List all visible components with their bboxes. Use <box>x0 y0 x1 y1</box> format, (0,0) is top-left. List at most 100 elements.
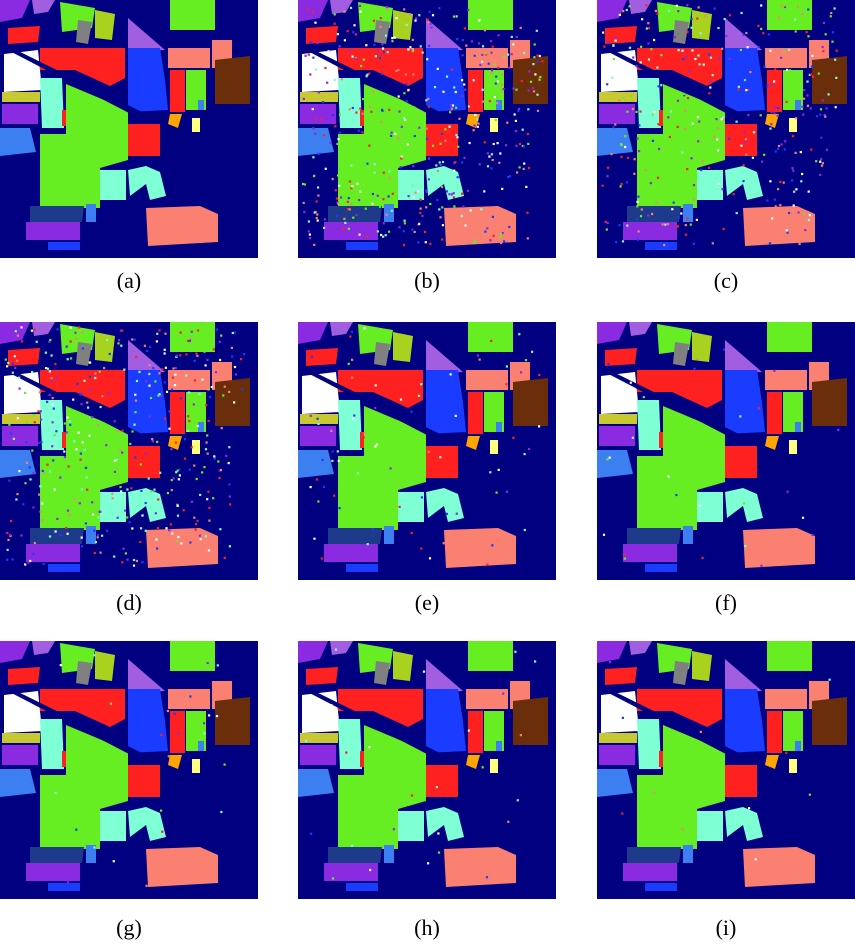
noise-pixel <box>536 60 539 63</box>
noise-pixel <box>536 54 539 57</box>
noise-pixel <box>515 130 518 133</box>
noise-pixel <box>149 396 153 400</box>
region-extra-darkblue <box>627 528 681 544</box>
region-soybean-mintill-green <box>767 0 812 30</box>
noise-pixel <box>792 204 795 207</box>
noise-pixel <box>639 110 642 113</box>
noise-pixel <box>816 115 819 118</box>
region-alfalfa-purple <box>298 0 328 22</box>
region-corn-notill-red <box>426 446 458 478</box>
noise-pixel <box>326 77 329 80</box>
noise-pixel <box>622 10 625 13</box>
region-soybean-mintill-green <box>468 0 513 30</box>
noise-pixel <box>32 471 35 474</box>
region-corn-notill-red <box>426 765 458 797</box>
noise-pixel <box>788 69 791 72</box>
noise-pixel <box>173 384 177 387</box>
noise-pixel <box>347 227 350 230</box>
noise-pixel <box>404 118 407 122</box>
noise-pixel <box>472 129 475 132</box>
noise-pixel <box>216 664 219 667</box>
noise-pixel <box>228 483 231 486</box>
noise-pixel <box>490 153 493 156</box>
noise-pixel <box>612 126 615 129</box>
region-corn-notill-red <box>468 70 483 112</box>
noise-pixel <box>156 440 159 443</box>
noise-pixel <box>722 227 725 230</box>
noise-pixel <box>217 460 220 463</box>
noise-pixel <box>350 481 353 485</box>
noise-pixel <box>355 111 358 114</box>
noise-pixel <box>466 189 469 192</box>
region-soybean-clean-cyan <box>100 811 126 841</box>
noise-pixel <box>737 85 740 88</box>
noise-pixel <box>514 650 517 653</box>
noise-pixel <box>157 526 160 529</box>
noise-pixel <box>435 164 438 167</box>
noise-pixel <box>204 364 207 367</box>
noise-pixel <box>333 494 336 497</box>
caption-d: (d) <box>116 590 142 615</box>
noise-pixel <box>322 101 325 104</box>
noise-pixel <box>806 80 809 83</box>
noise-pixel <box>223 556 226 559</box>
noise-pixel <box>440 132 443 135</box>
noise-pixel <box>525 185 528 188</box>
noise-pixel <box>28 466 31 469</box>
noise-pixel <box>213 457 216 460</box>
region-corn-notill-red <box>306 26 338 44</box>
noise-pixel <box>397 137 400 140</box>
noise-pixel <box>835 76 838 79</box>
region-corn-yellow <box>300 733 338 743</box>
region-extra-yellow <box>789 118 797 132</box>
noise-pixel <box>505 144 508 147</box>
noise-pixel <box>316 213 319 216</box>
classification-map-g <box>0 641 258 899</box>
noise-pixel <box>445 75 449 78</box>
noise-pixel <box>168 427 171 430</box>
noise-pixel <box>336 33 339 36</box>
noise-pixel <box>461 79 464 82</box>
noise-pixel <box>391 40 394 43</box>
noise-pixel <box>635 218 638 221</box>
region-corn-notill-red <box>767 392 782 434</box>
noise-pixel <box>631 436 634 439</box>
noise-pixel <box>178 468 181 471</box>
noise-pixel <box>333 78 336 82</box>
region-corn-notill-red <box>637 370 722 408</box>
noise-pixel <box>792 135 795 138</box>
noise-pixel <box>192 529 195 532</box>
noise-pixel <box>743 502 746 505</box>
noise-pixel <box>746 46 749 49</box>
noise-pixel <box>331 178 334 181</box>
noise-pixel <box>176 540 179 543</box>
diagonal-road <box>0 685 150 765</box>
noise-pixel <box>148 461 151 464</box>
noise-pixel <box>690 157 693 160</box>
noise-pixel <box>760 4 763 7</box>
noise-pixel <box>449 103 452 106</box>
noise-pixel <box>229 503 232 506</box>
noise-pixel <box>428 557 432 560</box>
noise-pixel <box>821 99 824 102</box>
noise-pixel <box>397 95 400 98</box>
noise-pixel <box>337 202 340 205</box>
noise-pixel <box>422 670 426 673</box>
noise-pixel <box>65 526 68 530</box>
noise-pixel <box>420 547 423 550</box>
noise-pixel <box>461 161 464 164</box>
noise-pixel <box>804 229 807 232</box>
region-soybean-clean-cyan <box>398 811 424 841</box>
noise-pixel <box>808 793 811 796</box>
noise-pixel <box>711 242 714 245</box>
noise-pixel <box>51 397 54 400</box>
noise-pixel <box>527 89 530 92</box>
region-oats-gray <box>673 342 689 366</box>
noise-pixel <box>538 78 541 81</box>
noise-pixel <box>8 479 11 482</box>
noise-pixel <box>500 83 504 86</box>
region-woods-salmon <box>466 689 508 709</box>
noise-pixel <box>158 393 161 396</box>
noise-pixel <box>490 71 493 75</box>
noise-pixel <box>134 456 137 459</box>
